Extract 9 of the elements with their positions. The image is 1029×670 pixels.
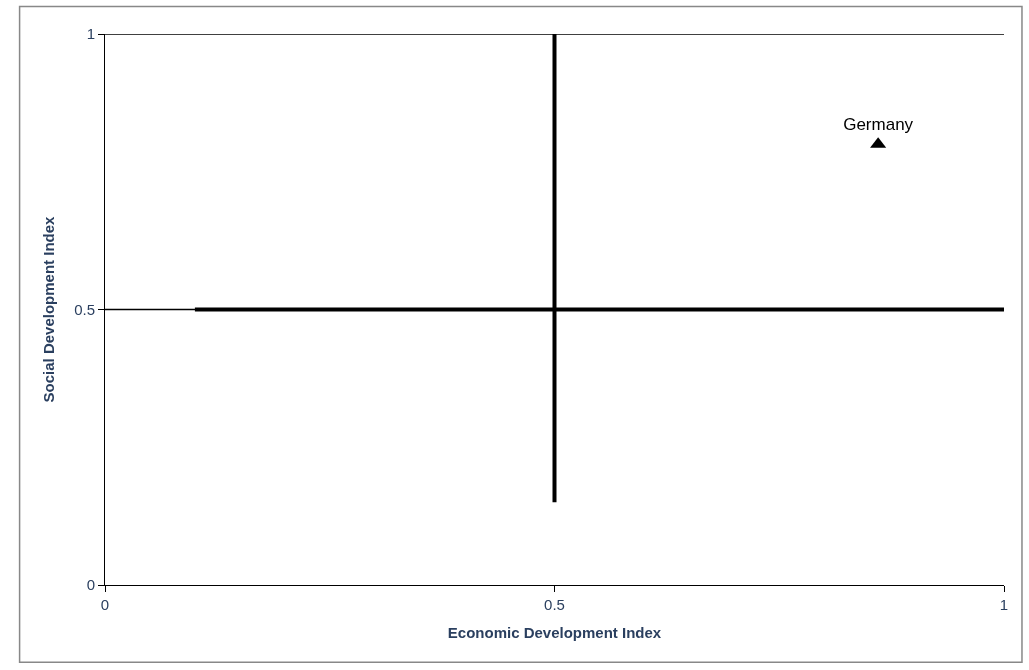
y-tick-label: 0 xyxy=(86,576,95,594)
series-label: Germany xyxy=(843,115,914,135)
y-tick-label: 0.5 xyxy=(74,300,95,318)
y-tick-label: 1 xyxy=(86,25,95,43)
x-tick-label: 0.5 xyxy=(544,596,565,613)
y-axis-title: Social Development Index xyxy=(40,215,58,403)
x-tick-label: 0 xyxy=(100,596,110,613)
x-tick-label: 1 xyxy=(999,596,1009,613)
x-axis-title: Economic Development Index xyxy=(447,624,662,641)
